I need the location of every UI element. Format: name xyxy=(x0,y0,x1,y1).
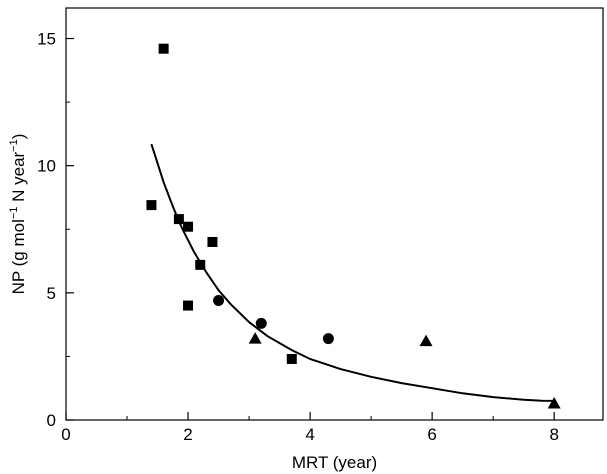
x-tick-label: 4 xyxy=(305,425,314,444)
x-tick-label: 6 xyxy=(427,425,436,444)
circle-point xyxy=(322,333,334,345)
x-tick-label: 2 xyxy=(183,425,192,444)
triangle-point xyxy=(419,334,433,347)
y-axis-title-sup2: −1 xyxy=(8,139,20,152)
square-point xyxy=(173,214,184,225)
circle-point xyxy=(213,294,225,306)
square-point xyxy=(207,236,218,247)
y-axis-title: NP (g mol−1 N year−1) xyxy=(8,134,28,295)
square-point xyxy=(195,259,206,270)
plot-area xyxy=(65,7,604,421)
circle-point xyxy=(255,317,267,329)
y-tick-label: 15 xyxy=(37,30,56,49)
y-axis-ticks: 0 5 10 15 xyxy=(37,30,74,430)
plot-frame xyxy=(65,7,604,421)
triangle-point xyxy=(547,396,561,409)
x-tick-label: 0 xyxy=(61,425,70,444)
square-point xyxy=(183,221,194,232)
square-point xyxy=(146,200,157,211)
x-tick-label: 8 xyxy=(549,425,558,444)
y-axis-title-sup1: −1 xyxy=(8,207,20,220)
square-point xyxy=(183,300,194,311)
y-tick-label: 5 xyxy=(47,284,56,303)
square-point xyxy=(286,353,297,364)
y-axis-title-suffix: ) xyxy=(9,134,28,140)
x-axis-title: MRT (year) xyxy=(292,453,377,472)
square-point xyxy=(158,43,169,54)
y-axis-title-mid: N year xyxy=(9,151,28,206)
x-axis-ticks: 0 2 4 6 8 xyxy=(61,412,559,444)
data-points xyxy=(146,43,561,409)
fit-curve xyxy=(150,143,555,402)
y-tick-label: 0 xyxy=(47,411,56,430)
y-axis-title-prefix: NP (g mol xyxy=(9,219,28,294)
triangle-point xyxy=(248,332,262,344)
y-tick-label: 10 xyxy=(37,157,56,176)
